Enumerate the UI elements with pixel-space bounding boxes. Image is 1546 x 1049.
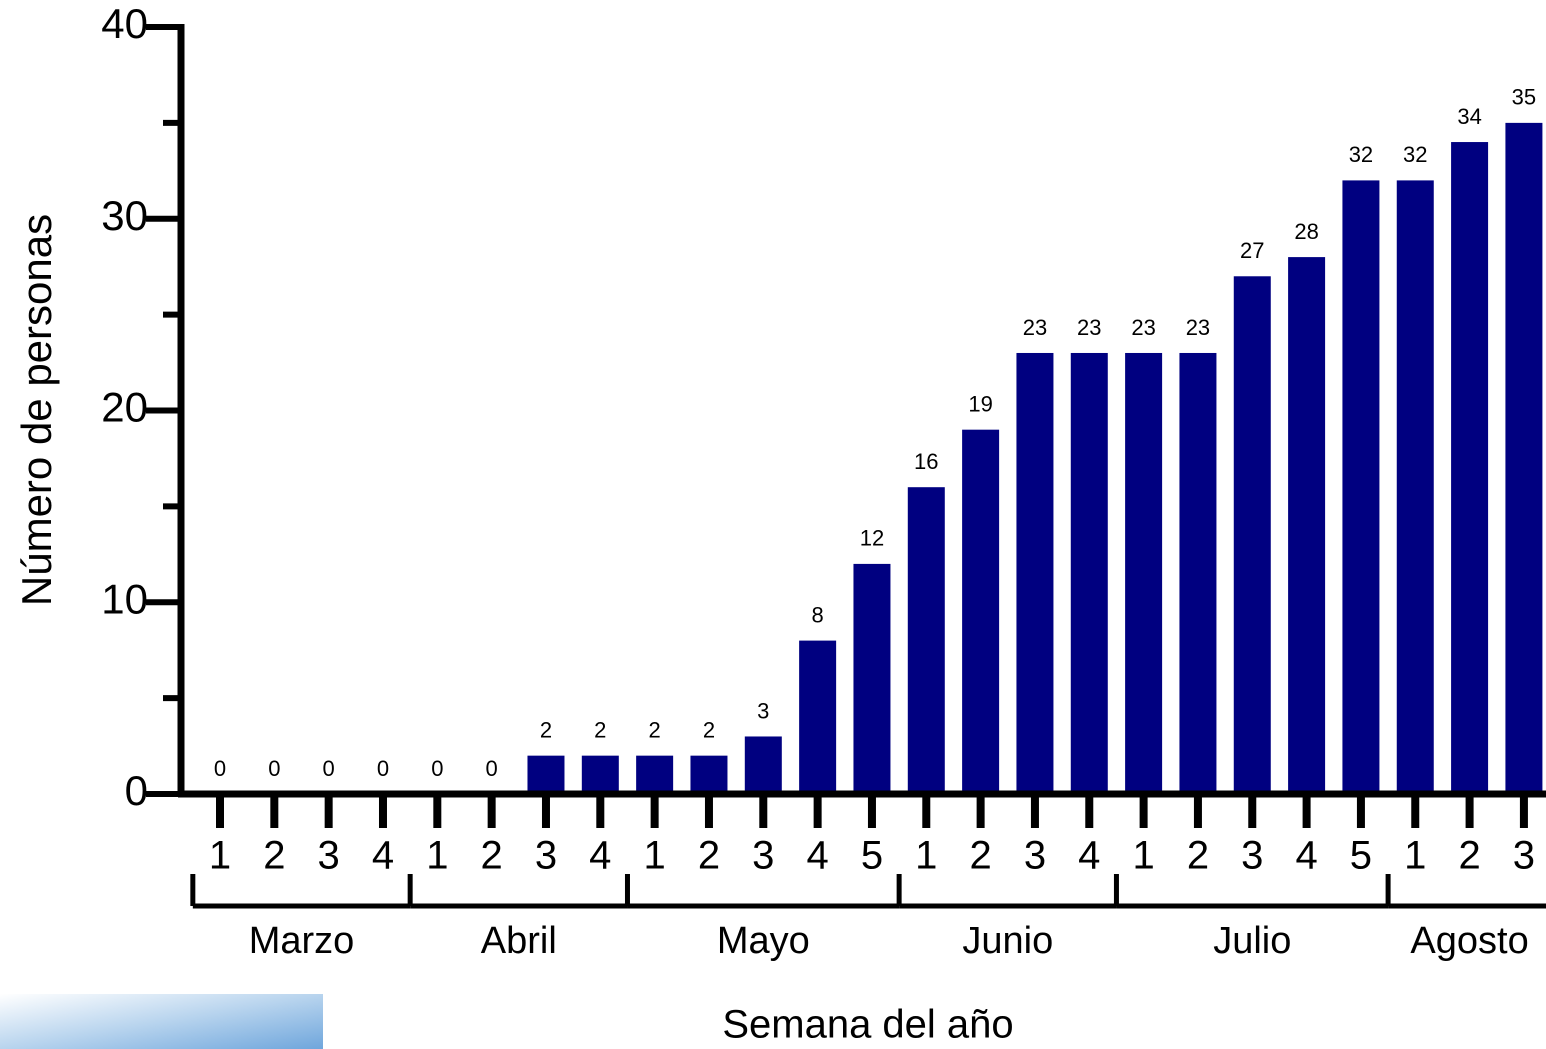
y-tick-label: 10	[101, 575, 148, 622]
value-label: 23	[1186, 315, 1210, 340]
bar	[1288, 257, 1326, 795]
value-label: 0	[214, 756, 226, 781]
x-tick-label: 1	[644, 834, 666, 878]
bar	[962, 429, 1000, 794]
value-label: 27	[1240, 238, 1264, 263]
x-tick-label: 4	[1295, 834, 1317, 878]
x-tick-label: 1	[426, 834, 448, 878]
bar	[1396, 180, 1434, 794]
x-tick-label: 1	[1404, 834, 1426, 878]
value-label: 23	[1023, 315, 1047, 340]
value-label: 0	[431, 756, 443, 781]
bar	[744, 736, 782, 794]
x-tick-label: 3	[1241, 834, 1263, 878]
value-label: 2	[703, 717, 715, 742]
bar	[853, 563, 891, 794]
bar	[1070, 352, 1108, 794]
bar	[1179, 352, 1217, 794]
y-tick-label: 40	[101, 0, 148, 47]
x-tick-label: 1	[1132, 834, 1154, 878]
x-tick-label: 5	[861, 834, 883, 878]
bar	[1016, 352, 1054, 794]
x-tick-label: 2	[1458, 834, 1480, 878]
value-label: 0	[377, 756, 389, 781]
group-label: Abril	[481, 920, 557, 962]
value-label: 3	[757, 698, 769, 723]
x-tick-label: 2	[481, 834, 503, 878]
x-tick-label: 1	[209, 834, 231, 878]
bar	[1451, 142, 1489, 795]
group-label: Julio	[1213, 920, 1291, 962]
bar	[1233, 276, 1271, 794]
value-label: 2	[540, 717, 552, 742]
value-label: 19	[968, 391, 992, 416]
y-axis-title: Número de personas	[13, 214, 60, 606]
x-tick-label: 2	[1187, 834, 1209, 878]
value-label: 2	[649, 717, 661, 742]
x-tick-label: 3	[1513, 834, 1535, 878]
x-tick-label: 4	[1078, 834, 1100, 878]
value-label: 16	[914, 449, 938, 474]
x-tick-label: 3	[318, 834, 340, 878]
group-label: Marzo	[249, 920, 355, 962]
value-label: 32	[1403, 142, 1427, 167]
bar	[1125, 352, 1163, 794]
group-label: Agosto	[1410, 920, 1528, 962]
value-label: 8	[812, 602, 824, 627]
x-tick-label: 2	[698, 834, 720, 878]
x-tick-label: 3	[1024, 834, 1046, 878]
y-tick-label: 0	[125, 767, 148, 814]
value-label: 0	[323, 756, 335, 781]
x-tick-label: 1	[915, 834, 937, 878]
bar	[527, 755, 565, 794]
value-label: 0	[268, 756, 280, 781]
value-label: 28	[1294, 219, 1318, 244]
value-label: 0	[486, 756, 498, 781]
bar	[690, 755, 728, 794]
bar	[636, 755, 674, 794]
value-label: 23	[1077, 315, 1101, 340]
bar	[1342, 180, 1380, 794]
y-tick-label: 30	[101, 192, 148, 239]
value-label: 23	[1131, 315, 1155, 340]
bar	[581, 755, 619, 794]
y-tick-label: 20	[101, 384, 148, 431]
x-tick-label: 4	[807, 834, 829, 878]
background-image	[0, 994, 323, 1049]
value-label: 35	[1512, 85, 1536, 110]
group-label: Junio	[962, 920, 1053, 962]
bar	[799, 640, 837, 794]
bar	[1505, 122, 1543, 794]
x-axis-title: Semana del año	[722, 1003, 1013, 1047]
x-tick-label: 2	[263, 834, 285, 878]
x-tick-label: 4	[589, 834, 611, 878]
x-tick-label: 4	[372, 834, 394, 878]
value-label: 2	[594, 717, 606, 742]
group-label: Mayo	[717, 920, 810, 962]
x-tick-label: 3	[752, 834, 774, 878]
x-tick-label: 3	[535, 834, 557, 878]
value-label: 32	[1349, 142, 1373, 167]
value-label: 34	[1457, 104, 1481, 129]
bar	[907, 487, 945, 794]
value-label: 12	[860, 526, 884, 551]
x-tick-label: 5	[1350, 834, 1372, 878]
x-tick-label: 2	[969, 834, 991, 878]
